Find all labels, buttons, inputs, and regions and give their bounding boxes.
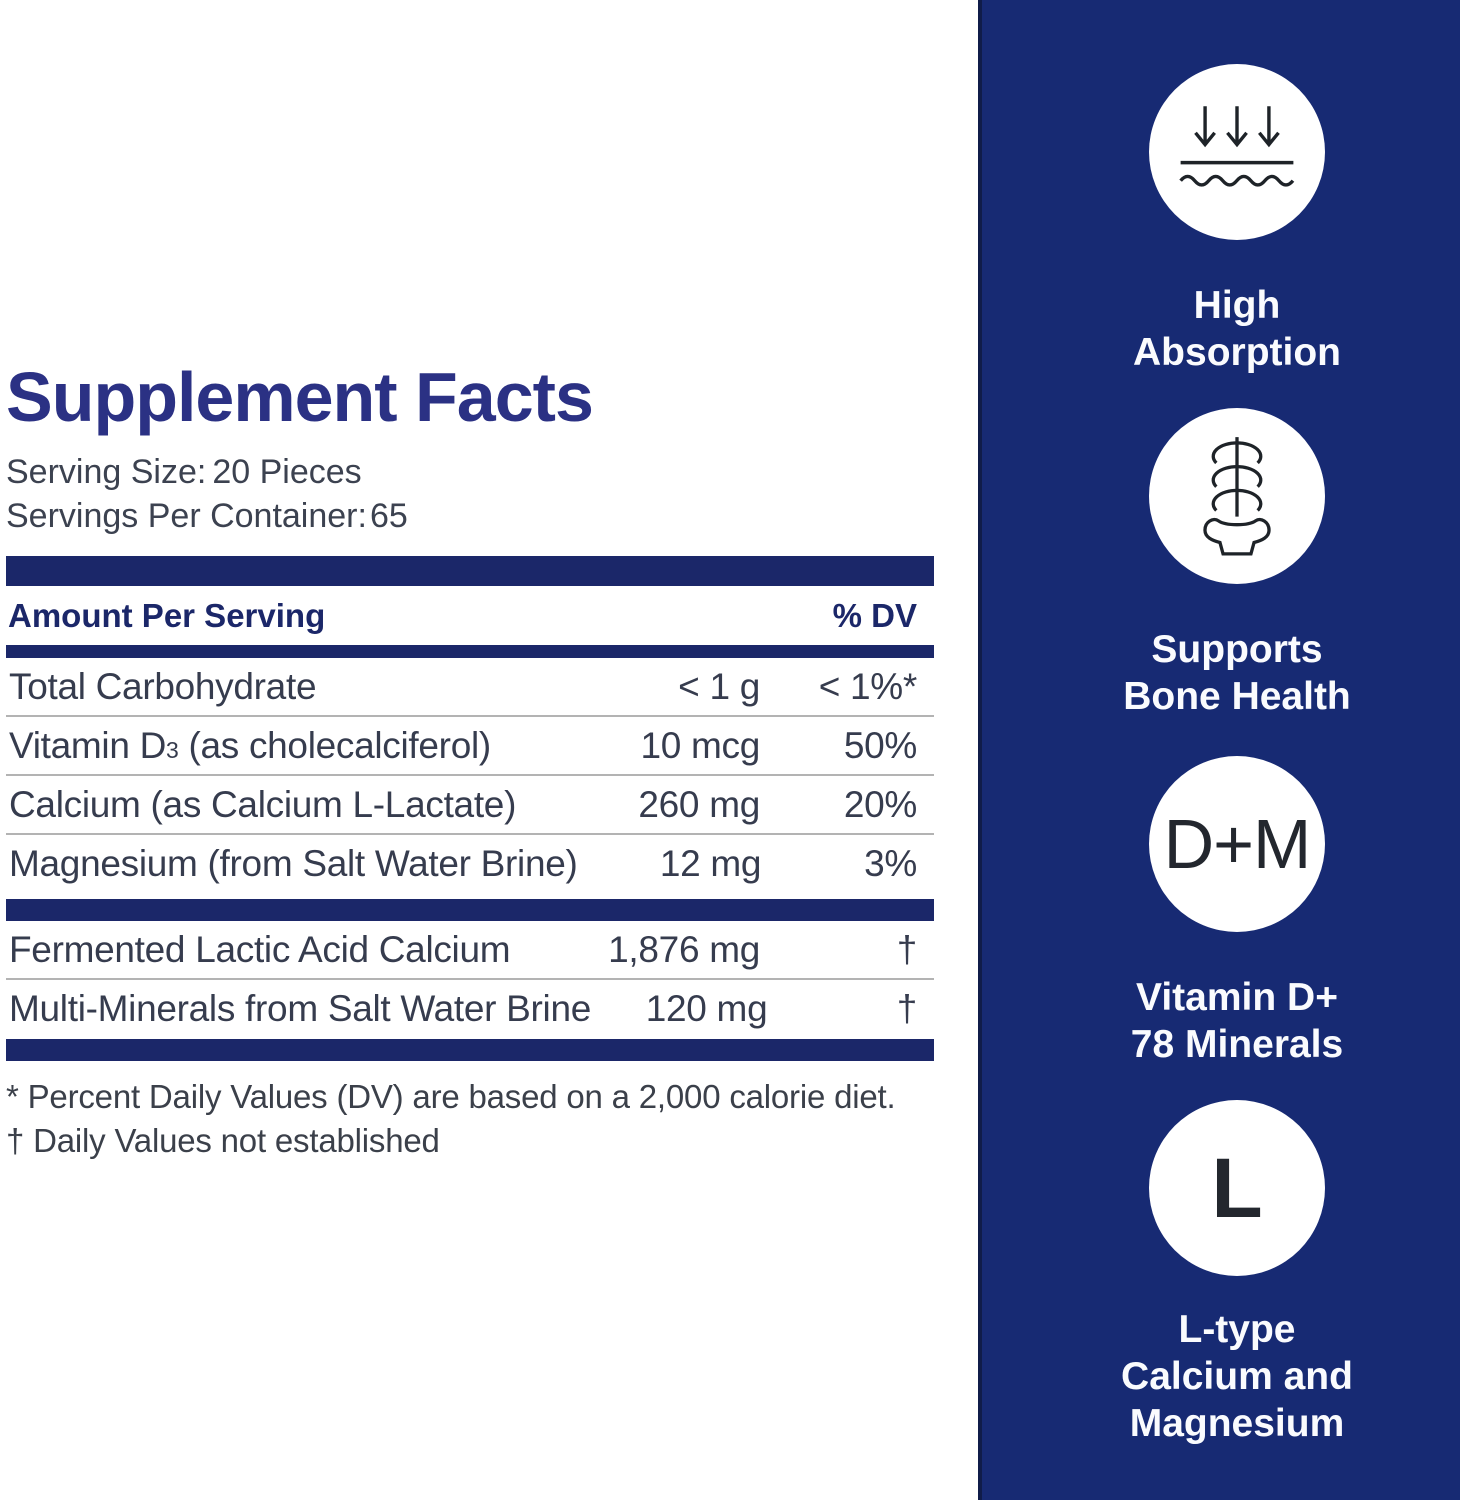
serving-size-line: Serving Size: 20 Pieces: [6, 450, 934, 494]
footnote-dv: * Percent Daily Values (DV) are based on…: [6, 1078, 896, 1115]
table-row: Calcium (as Calcium L-Lactate) 260 mg 20…: [6, 776, 934, 835]
nutrient-amount: < 1 g: [678, 665, 760, 707]
nutrient-amount: 12 mg: [659, 842, 762, 884]
section-divider-bar: [6, 899, 934, 921]
l-monogram-icon: L: [1149, 1100, 1325, 1276]
nutrient-name: Multi-Minerals from Salt Water Brine: [9, 987, 592, 1029]
absorption-arrows-icon: [1179, 106, 1295, 187]
footnote-dagger: † Daily Values not established: [6, 1122, 440, 1159]
header-divider-bar: [6, 645, 934, 658]
benefit-vitamin-d-minerals: D+M Vitamin D+ 78 Minerals: [1014, 756, 1460, 1068]
benefit-label: Vitamin D+ 78 Minerals: [1130, 976, 1344, 1066]
panel-title: Supplement Facts: [6, 358, 594, 436]
benefit-high-absorption: High Absorption: [1014, 64, 1460, 376]
nutrient-amount: 260 mg: [638, 783, 760, 825]
servings-per-container-line: Servings Per Container:65: [6, 494, 934, 538]
table-row: Multi-Minerals from Salt Water Brine 120…: [6, 980, 934, 1037]
table-row: Magnesium (from Salt Water Brine) 12 mg …: [6, 835, 934, 892]
nutrient-dv: 20%: [843, 783, 917, 825]
nutrient-name: Magnesium (from Salt Water Brine): [9, 842, 578, 884]
amount-per-serving-header: Amount Per Serving: [8, 596, 326, 634]
table-row: Vitamin D3 (as cholecalciferol) 10 mcg 5…: [6, 717, 934, 776]
nutrient-amount: 1,876 mg: [608, 928, 760, 970]
dm-monogram-text: D+M: [1163, 805, 1312, 883]
nutrient-name: Vitamin D3 (as cholecalciferol): [9, 724, 491, 766]
benefit-label: L-type Calcium and Magnesium: [1121, 1308, 1353, 1445]
nutrient-dv-dagger: †: [896, 987, 918, 1029]
nutrient-dv: 3%: [864, 842, 917, 884]
spine-icon: [1203, 437, 1271, 556]
footnotes: * Percent Daily Values (DV) are based on…: [6, 1075, 934, 1163]
nutrient-name: Total Carbohydrate: [9, 665, 317, 707]
servings-per-container-value: 65: [369, 497, 408, 535]
benefit-label: Supports Bone Health: [1123, 628, 1351, 718]
table-header-row: Amount Per Serving % DV: [6, 586, 934, 645]
table-row: Fermented Lactic Acid Calcium 1,876 mg †: [6, 921, 934, 980]
table-bottom-bar: [6, 1039, 934, 1061]
percent-dv-header: % DV: [832, 596, 917, 634]
dm-monogram-icon: D+M: [1149, 756, 1325, 932]
servings-per-container-label: Servings Per Container:: [6, 497, 367, 535]
nutrient-amount: 10 mcg: [640, 724, 760, 766]
supplement-facts-panel: Supplement Facts Serving Size: 20 Pieces …: [6, 362, 934, 1163]
nutrient-name: Calcium (as Calcium L-Lactate): [9, 783, 517, 825]
nutrient-name: Fermented Lactic Acid Calcium: [9, 928, 511, 970]
benefit-l-type-minerals: L L-type Calcium and Magnesium: [1014, 1100, 1460, 1447]
l-monogram-text: L: [1211, 1140, 1263, 1235]
nutrient-dv: < 1%*: [818, 665, 918, 707]
nutrient-dv: 50%: [843, 724, 917, 766]
high-absorption-circle: [1149, 64, 1325, 240]
benefit-label: High Absorption: [1133, 284, 1341, 374]
benefits-sidebar: High Absorption Supports Bone Health D+M: [978, 0, 1460, 1500]
vitamin-d3-subscript: 3: [166, 736, 179, 763]
serving-size-label: Serving Size:: [6, 453, 207, 491]
nutrient-amount: 120 mg: [645, 987, 768, 1029]
bone-health-circle: [1149, 408, 1325, 584]
table-row: Total Carbohydrate < 1 g < 1%*: [6, 658, 934, 717]
table-top-bar: [6, 556, 934, 586]
benefit-bone-health: Supports Bone Health: [1014, 408, 1460, 720]
serving-size-value: 20 Pieces: [212, 453, 362, 491]
nutrient-dv-dagger: †: [896, 928, 918, 970]
